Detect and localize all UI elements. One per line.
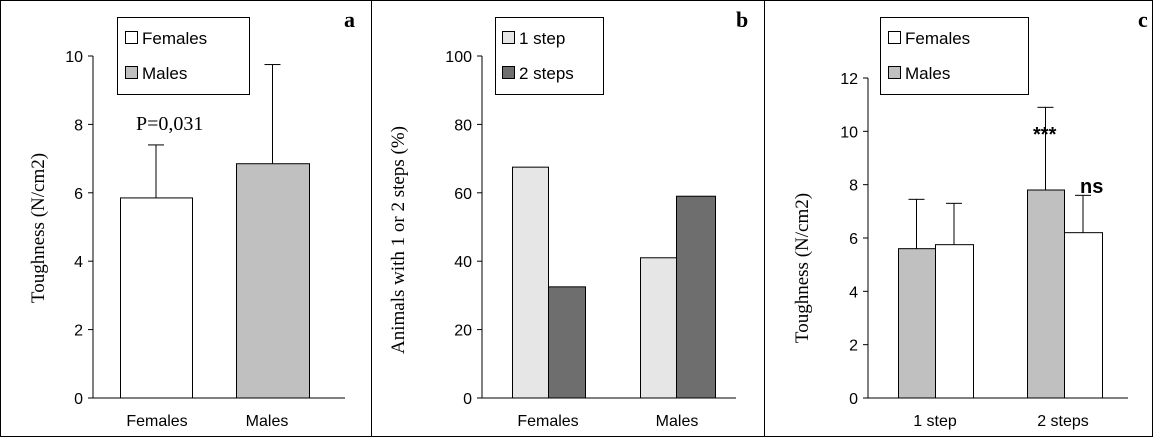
y-tick-label: 0	[849, 391, 858, 408]
y-tick-label: 8	[849, 178, 858, 195]
panel-b-legend: 1 step 2 steps	[495, 17, 604, 95]
x-category-label: Males	[246, 413, 289, 430]
panel-a-letter: a	[344, 7, 355, 32]
legend-swatch-males	[888, 66, 901, 79]
legend-swatch-1-step	[502, 31, 515, 44]
bar-females-2-steps	[1064, 232, 1103, 399]
y-tick-label: 100	[445, 49, 472, 66]
y-tick-label: 2	[849, 338, 858, 355]
legend-swatch-males	[125, 66, 138, 79]
panel-c-legend: Females Males	[880, 17, 1029, 95]
panel-c-letter: c	[1138, 7, 1148, 32]
y-tick-label: 10	[65, 49, 83, 66]
bar-males-1-step	[898, 248, 936, 399]
y-tick-label: 4	[849, 284, 858, 301]
y-tick-label: 80	[454, 117, 472, 134]
panel-c-ylabel: Toughness (N/cm2)	[792, 193, 813, 343]
legend-label-2-steps: 2 steps	[519, 64, 574, 83]
y-tick-label: 4	[74, 254, 83, 271]
legend-label-males: Males	[905, 64, 950, 83]
y-tick-label: 8	[74, 117, 83, 134]
y-tick-label: 0	[74, 391, 83, 408]
legend-label-males: Males	[142, 64, 187, 83]
y-tick-label: 6	[849, 231, 858, 248]
legend-swatch-females	[125, 31, 138, 44]
legend-label-females: Females	[905, 29, 970, 48]
x-category-label: 1 step	[913, 413, 957, 430]
significance-stars: ***	[1033, 124, 1057, 146]
y-tick-label: 12	[840, 71, 858, 88]
bar-males-males	[236, 163, 310, 399]
panel-b-letter: b	[736, 7, 748, 32]
panel-b-chart: 0 20 40 60 80 100 Females Males Animals with 1 …	[388, 17, 736, 430]
panel-a-legend: Females Males	[117, 17, 250, 95]
bar-females-1-step	[935, 244, 974, 399]
bar-1-step-males	[640, 257, 677, 399]
bar-males-2-steps	[1027, 189, 1065, 399]
bar-2-steps-males	[676, 195, 716, 399]
y-tick-label: 40	[454, 254, 472, 271]
bar-1-step-females	[512, 166, 549, 399]
panel-a-chart: 0 2 4 6 8 10 Females Males Toughness (N/cm2) P=…	[28, 17, 345, 430]
x-category-label: Females	[126, 413, 187, 430]
x-category-label: 2 steps	[1037, 413, 1089, 430]
y-tick-label: 0	[463, 391, 472, 408]
x-category-label: Females	[517, 413, 578, 430]
y-tick-label: 10	[840, 124, 858, 141]
bar-females-females	[120, 197, 193, 399]
y-tick-label: 6	[74, 186, 83, 203]
y-tick-label: 2	[74, 323, 83, 340]
bar-2-steps-females	[548, 286, 586, 399]
legend-swatch-2-steps	[502, 66, 515, 79]
panel-b-ylabel: Animals with 1 or 2 steps (%)	[388, 126, 409, 354]
ns-annotation: ns	[1080, 176, 1103, 198]
p-value-annotation: P=0,031	[136, 113, 203, 135]
panel-a-ylabel: Toughness (N/cm2)	[28, 153, 49, 303]
panel-c-chart: 0 2 4 6 8 10 12 1 step 2 steps Toughness (N/cm2)…	[792, 17, 1128, 430]
y-tick-label: 60	[454, 186, 472, 203]
legend-swatch-females	[888, 31, 901, 44]
legend-label-females: Females	[142, 29, 207, 48]
y-tick-label: 20	[454, 323, 472, 340]
x-category-label: Males	[656, 413, 699, 430]
legend-label-1-step: 1 step	[519, 29, 565, 48]
